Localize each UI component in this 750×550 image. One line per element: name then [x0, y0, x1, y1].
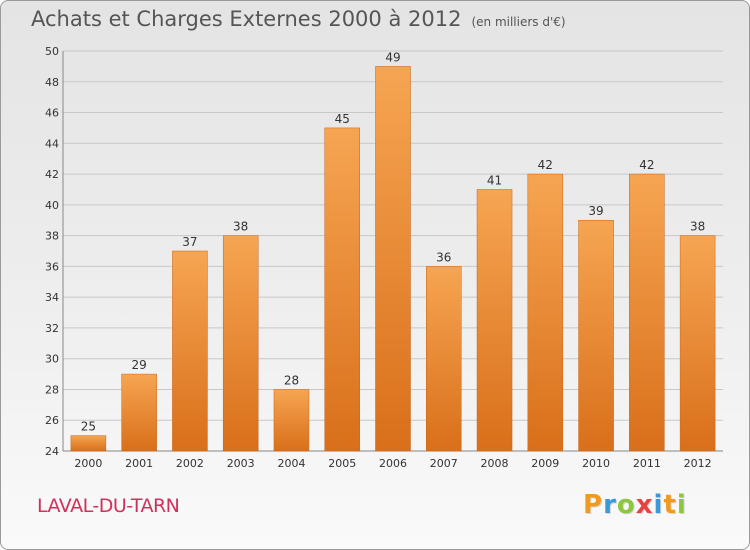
x-tick-label: 2007: [430, 457, 458, 470]
bar-value-label: 25: [81, 420, 96, 434]
x-tick-label: 2012: [684, 457, 712, 470]
bar-value-label: 41: [487, 173, 502, 187]
bar-value-label: 29: [132, 358, 147, 372]
bar: [70, 435, 107, 452]
bars: 25 29 37 38 28 45 49 36 41 42 39 42 38: [70, 50, 716, 452]
y-tick-label: 30: [45, 353, 59, 366]
x-tick-label: 2000: [74, 457, 102, 470]
x-tick-label: 2001: [125, 457, 153, 470]
y-tick-label: 48: [45, 76, 59, 89]
y-tick-label: 32: [45, 322, 59, 335]
bar: [273, 389, 310, 452]
bar: [222, 235, 259, 452]
bar-value-label: 45: [335, 112, 350, 126]
y-tick-label: 46: [45, 107, 59, 120]
bar: [426, 266, 462, 452]
x-tick-label: 2008: [481, 457, 509, 470]
x-tick-label: 2004: [277, 457, 305, 470]
logo-letter: i: [676, 490, 687, 520]
bar: [121, 373, 157, 452]
bar: [629, 173, 665, 452]
y-tick-label: 26: [45, 414, 59, 427]
bar-value-label: 37: [182, 235, 197, 249]
bar-value-label: 49: [385, 50, 400, 64]
y-tick-label: 28: [45, 383, 59, 396]
bar: [527, 173, 564, 452]
y-tick-label: 50: [45, 45, 59, 58]
logo-letter: x: [635, 490, 654, 520]
x-tick-label: 2009: [531, 457, 559, 470]
bar-value-label: 28: [284, 373, 299, 387]
logo-letter: r: [603, 490, 617, 520]
commune-name: LAVAL-DU-TARN: [37, 495, 180, 517]
x-axis: 2000 2001 2002 2003 2004 2005 2006 2007 2008 2009…: [74, 457, 711, 470]
bar-value-label: 38: [233, 220, 248, 234]
x-tick-label: 2003: [227, 457, 255, 470]
y-tick-label: 24: [45, 445, 59, 458]
logo-letter: i: [653, 490, 664, 520]
x-tick-label: 2006: [379, 457, 407, 470]
bar: [476, 189, 513, 452]
x-tick-label: 2010: [582, 457, 610, 470]
y-tick-label: 36: [45, 260, 59, 273]
x-tick-label: 2005: [328, 457, 356, 470]
bar: [324, 127, 360, 452]
x-tick-label: 2011: [633, 457, 661, 470]
y-axis: 24 26 28 30 32 34 36 38 40 42 44 46 48 50: [45, 45, 723, 458]
proxiti-logo: Proxiti: [583, 490, 687, 520]
bar-value-label: 38: [690, 220, 705, 234]
bar-value-label: 42: [538, 158, 553, 172]
chart-title-text: Achats et Charges Externes 2000 à 2012: [31, 7, 462, 31]
bar: [375, 66, 411, 452]
bar: [172, 250, 208, 452]
y-tick-label: 34: [45, 291, 59, 304]
chart-subtitle: (en milliers d'€): [471, 15, 566, 29]
chart-title: Achats et Charges Externes 2000 à 2012 (e…: [31, 7, 566, 31]
bar: [679, 235, 716, 452]
y-tick-label: 42: [45, 168, 59, 181]
bar-value-label: 39: [588, 204, 603, 218]
logo-letter: t: [663, 490, 677, 520]
bar: [578, 219, 614, 452]
x-tick-label: 2002: [176, 457, 204, 470]
bar-value-label: 36: [436, 250, 451, 264]
logo-letter: o: [616, 490, 636, 520]
logo-letter: P: [583, 490, 604, 520]
y-tick-label: 40: [45, 199, 59, 212]
y-tick-label: 44: [45, 137, 59, 150]
y-tick-label: 38: [45, 230, 59, 243]
bar-value-label: 42: [639, 158, 654, 172]
